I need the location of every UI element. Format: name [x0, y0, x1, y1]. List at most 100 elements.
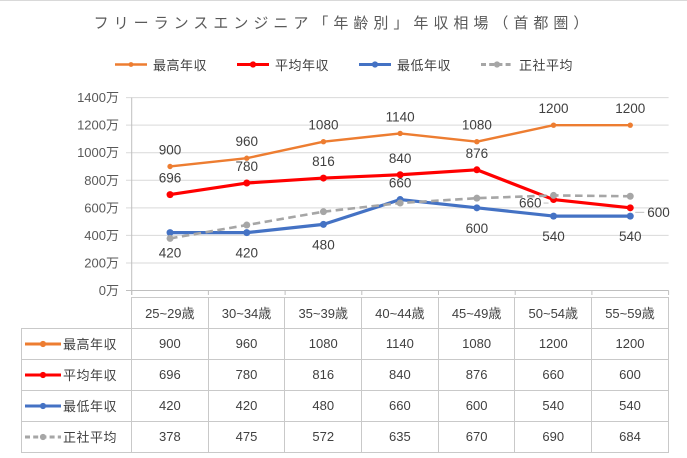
- table-value-cell: 670: [437, 420, 516, 453]
- table-value-cell: 684: [591, 420, 669, 453]
- table-header-cell: 25~29歳: [131, 297, 209, 329]
- y-axis-tick-label: 600万: [84, 200, 119, 215]
- chart-title: フリーランスエンジニア「年齢別」年収相場（首都圏）: [93, 15, 594, 32]
- table-row-avg-income: 平均年収 696 780 816 840 876 660 600: [21, 358, 669, 391]
- table-value-cell: 696: [131, 358, 209, 391]
- series-min-income-marker: [473, 204, 481, 212]
- legend-key-fulltime-avg-icon: [481, 60, 514, 68]
- y-axis-tick-label: 1400万: [77, 90, 119, 105]
- series-avg-income-marker: [166, 191, 174, 199]
- data-label-min-income: 660: [389, 176, 412, 191]
- data-label-avg-income: 600: [647, 205, 670, 220]
- legend-item-min-income: 最低年収: [358, 55, 451, 74]
- data-label-avg-income: 876: [466, 146, 489, 161]
- series-fulltime-avg-marker: [626, 192, 634, 200]
- data-label-min-income: 420: [159, 246, 182, 261]
- table-value-cell: 840: [361, 358, 439, 391]
- table-value-cell: 378: [131, 420, 209, 453]
- legend-key-avg-income-icon: [236, 60, 269, 68]
- table-series-name-cell: 平均年収: [21, 358, 132, 391]
- legend-key-max-income-icon: [114, 61, 147, 67]
- table-series-name: 正社平均: [63, 430, 118, 445]
- legend-label-max-income: 最高年収: [152, 57, 207, 73]
- legend-item-avg-income: 平均年収: [236, 55, 329, 74]
- legend-item-max-income: 最高年収: [114, 55, 207, 74]
- table-header-cell: 55~59歳: [591, 297, 669, 329]
- table-value-cell: 572: [284, 420, 363, 453]
- table-header-cell: 45~49歳: [437, 297, 516, 329]
- table-row-min-income: 最低年収 420 420 480 660 600 540 540: [21, 389, 669, 422]
- data-label-min-income: 420: [235, 246, 258, 261]
- series-max-income-marker: [474, 138, 480, 145]
- data-label-max-income: 900: [159, 142, 182, 157]
- series-min-income-marker: [166, 229, 174, 237]
- data-label-avg-income: 696: [159, 171, 182, 186]
- table-row-max-income: 最高年収 900 960 1080 1140 1080 1200 1200: [21, 327, 669, 360]
- series-avg-income-marker: [396, 171, 404, 179]
- table-header-row: 25~29歳 30~34歳 35~39歳 40~44歳 45~49歳 50~54歳 55~5…: [22, 297, 669, 329]
- top-divider: [0, 0, 687, 1]
- legend-item-fulltime-avg: 正社平均: [480, 55, 573, 74]
- series-max-income-marker: [627, 122, 633, 128]
- table-value-cell: 660: [514, 358, 593, 391]
- table-value-cell: 600: [591, 358, 669, 391]
- table-series-name-cell: 最高年収: [21, 327, 132, 360]
- y-axis-tick-label: 1000万: [77, 145, 119, 160]
- series-fulltime-avg-marker: [319, 208, 327, 216]
- series-min-income-marker: [626, 212, 634, 220]
- table-header-cell: 50~54歳: [514, 297, 593, 329]
- chart-legend: 最高年収 平均年収 最低年収 正社平均: [0, 55, 687, 73]
- series-avg-income-marker: [243, 179, 251, 187]
- table-header-cell: 35~39歳: [284, 297, 363, 329]
- table-series-name-cell: 最低年収: [21, 389, 132, 422]
- y-axis-tick-label: 800万: [84, 173, 119, 188]
- table-value-cell: 475: [207, 420, 286, 453]
- legend-key-min-income-icon: [359, 60, 391, 68]
- data-label-max-income: 1200: [539, 101, 569, 116]
- series-fulltime-avg-marker: [550, 191, 558, 199]
- table-value-cell: 660: [361, 389, 439, 422]
- table-value-cell: 1080: [284, 327, 363, 360]
- data-label-max-income: 960: [235, 134, 258, 149]
- table-series-name: 最高年収: [63, 337, 118, 352]
- data-label-avg-income: 660: [519, 196, 542, 211]
- data-label-avg-income: 780: [235, 159, 258, 174]
- series-avg-income-marker: [473, 166, 481, 174]
- table-value-cell: 1080: [437, 327, 516, 360]
- table-value-cell: 780: [207, 358, 286, 391]
- table-value-cell: 420: [131, 389, 209, 422]
- series-avg-income-marker: [626, 204, 634, 212]
- series-min-income-marker: [243, 229, 251, 237]
- table-series-name: 最低年収: [63, 399, 118, 414]
- series-min-income-marker: [319, 220, 327, 228]
- table-series-name: 平均年収: [63, 368, 118, 383]
- data-label-min-income: 480: [312, 237, 335, 252]
- data-label-max-income: 1080: [462, 118, 492, 133]
- data-label-min-income: 600: [466, 221, 489, 236]
- series-min-income-marker: [550, 212, 558, 220]
- table-value-cell: 900: [131, 327, 209, 360]
- table-value-cell: 540: [591, 389, 669, 422]
- series-avg-income-marker: [319, 174, 327, 182]
- table-value-cell: 1200: [591, 327, 669, 360]
- legend-label-min-income: 最低年収: [397, 57, 452, 73]
- table-header-cell: 30~34歳: [207, 297, 286, 329]
- data-label-min-income: 540: [619, 229, 642, 244]
- table-value-cell: 960: [207, 327, 286, 360]
- series-max-income-marker: [167, 163, 173, 170]
- chart-data-table: 25~29歳 30~34歳 35~39歳 40~44歳 45~49歳 50~54歳 55~5…: [21, 297, 669, 453]
- table-row-fulltime-avg: 正社平均 378 475 572 635 670 690 684: [21, 420, 669, 453]
- table-value-cell: 540: [514, 389, 593, 422]
- table-legend-key-fulltime-avg-icon: [25, 433, 61, 440]
- table-legend-key-min-income-icon: [25, 402, 61, 409]
- series-max-income-marker: [244, 155, 250, 161]
- table-value-cell: 635: [361, 420, 439, 453]
- table-value-cell: 816: [284, 358, 363, 391]
- data-label-min-income: 540: [542, 229, 565, 244]
- series-max-income-marker: [320, 138, 327, 145]
- data-label-avg-income: 840: [389, 151, 412, 166]
- table-value-cell: 420: [207, 389, 286, 422]
- y-axis-tick-label: 200万: [84, 255, 119, 270]
- table-value-cell: 1200: [514, 327, 593, 360]
